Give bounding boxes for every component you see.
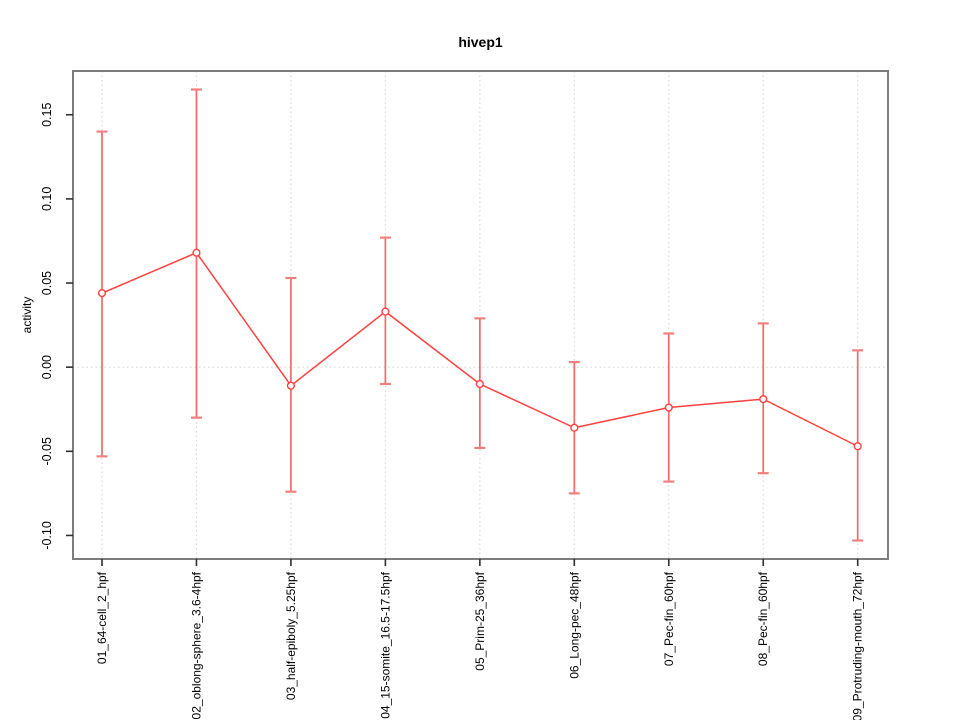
data-point [381,307,390,316]
x-category-label: 01_64-cell_2_hpf [95,571,109,664]
x-category-label: 06_Long-pec_48hpf [567,571,581,678]
x-category-label: 07_Pec-fin_60hpf [662,571,676,666]
y-tick-label: 0.15 [40,103,54,127]
y-tick-label: -0.10 [40,521,54,550]
data-point [192,248,201,257]
data-point [97,289,107,298]
y-tick-label: 0.10 [40,187,54,211]
data-point [853,442,862,451]
x-category-label: 08_Pec-fin_60hpf [756,571,770,666]
chart-title: hivep1 [458,34,503,50]
y-tick-label: 0.00 [40,355,54,379]
x-category-label: 04_15-somite_16.5-17.5hpf [378,571,392,718]
x-category-label: 03_half-epiboly_5.25hpf [284,571,298,700]
plot-border [72,70,889,560]
x-category-label: 09_Protruding-mouth_72hpf [851,571,865,720]
y-tick-label: 0.05 [40,271,54,295]
data-point [570,423,579,432]
data-point [475,379,484,389]
data-point [664,403,673,412]
x-category-label: 02_oblong-sphere_3.6-4hpf [189,571,203,719]
data-point [286,381,296,390]
x-category-label: 05_Prim-25_36hpf [473,571,487,670]
y-tick-label: -0.05 [40,437,54,466]
data-point [759,395,768,404]
